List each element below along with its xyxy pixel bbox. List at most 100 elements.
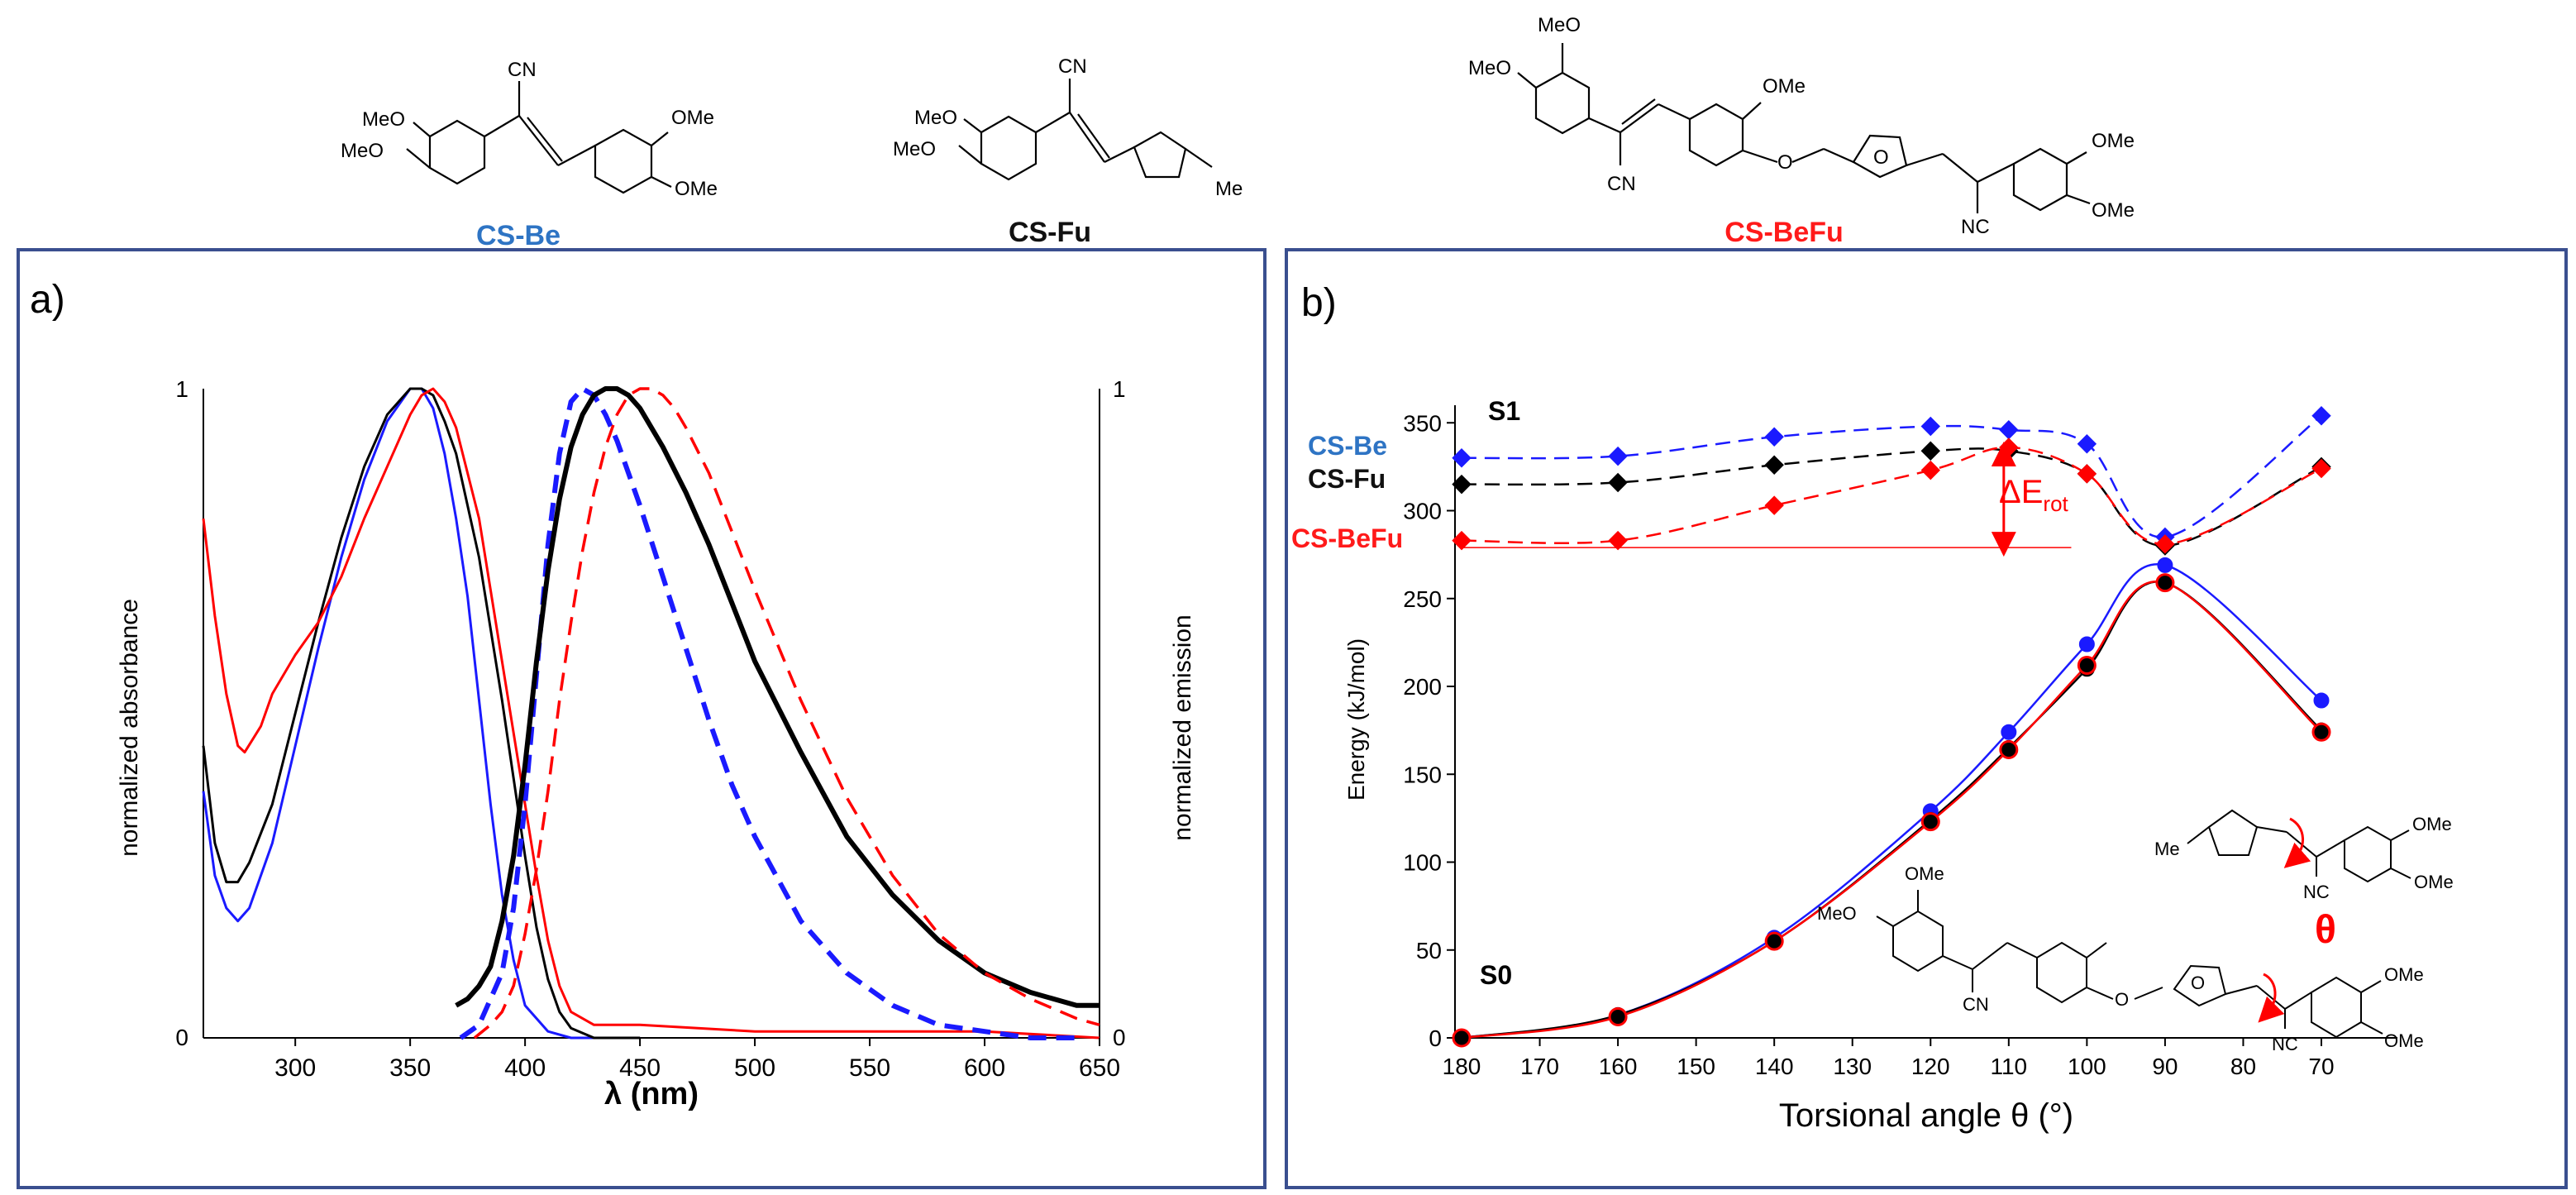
state-s0-label: S0 (1480, 960, 1512, 990)
panel-b-ytick-label: 300 (1403, 499, 1442, 524)
marker-cs-be-s0 (2078, 636, 2095, 652)
svg-text:CN: CN (1963, 994, 1989, 1015)
svg-text:O: O (1777, 151, 1793, 174)
panel-b-xtick-label: 80 (2230, 1054, 2256, 1079)
structure-cs-fu-labels: MeO MeO CN Me (893, 55, 1243, 200)
series-cs-fu-absorbance (202, 387, 641, 1040)
marker-cs-befu-s1 (1608, 530, 1628, 551)
svg-text:OMe: OMe (2384, 964, 2424, 985)
rotation-arrow-icon-2 (2258, 973, 2285, 1023)
panel-b-ytick-label: 0 (1429, 1025, 1442, 1051)
marker-cs-befu-s1 (1452, 530, 1472, 551)
panel-a-xlabel: λ (nm) (604, 1077, 699, 1111)
marker-cs-be-s0 (2313, 692, 2330, 709)
marker-cs-befu-s0 (1452, 1028, 1472, 1048)
panel-a-ylabel-right: normalized emission (1169, 614, 1196, 840)
marker-cs-befu-s1 (2077, 464, 2097, 484)
series-cs-befu-absorbance (202, 387, 1100, 1040)
svg-text:Me: Me (2154, 839, 2180, 859)
line-cs-fu-s0 (1461, 581, 2322, 1040)
panel-b-xtick-label: 150 (1677, 1054, 1715, 1079)
panel-a-xtick-label: 550 (849, 1054, 890, 1082)
legend-cs-befu: CS-BeFu (1291, 523, 1403, 553)
structure-cs-befu (1517, 43, 2091, 213)
panel-a-ylabel-left: normalized absorbance (116, 599, 143, 857)
marker-cs-befu-s0 (2077, 656, 2097, 675)
structure-cs-be-labels: MeO MeO CN OMe OMe (341, 59, 718, 200)
label-cs-fu: CS-Fu (1009, 217, 1091, 248)
rotation-arrow-icon (2283, 817, 2311, 868)
series-cs-befu-emission (473, 387, 1100, 1040)
marker-cs-befu-s0 (2155, 573, 2175, 593)
marker-cs-be-s1 (1608, 446, 1628, 466)
panel-b-ytick-label: 150 (1403, 762, 1442, 787)
line-cs-fu-s1 (1461, 447, 2322, 547)
structure-cs-befu-labels: MeO MeO OMe CN O O NC OMe OMe (1468, 14, 2135, 238)
inset-cs-fu-labels: Me NC OMe OMe (2154, 814, 2454, 902)
svg-text:CN: CN (1058, 55, 1087, 78)
panel-b-xtick-label: 100 (2068, 1054, 2106, 1079)
panel-a-chart: 300 350 400 450 500 550 600 650 0 1 0 1 λ (nm) … (116, 376, 1196, 1111)
panel-b-ytick-label: 250 (1403, 586, 1442, 612)
marker-cs-befu-s1 (2155, 534, 2175, 554)
svg-text:O: O (1873, 146, 1889, 169)
structure-cs-fu (958, 79, 1213, 181)
panel-b-xtick-label: 70 (2308, 1054, 2334, 1079)
svg-text:MeO: MeO (341, 140, 384, 162)
inset-cs-befu-labels: MeO OMe CN O O NC OMe OMe (1817, 863, 2424, 1054)
panel-a-xtick-label: 500 (734, 1054, 775, 1082)
series-cs-fu-emission (455, 386, 1100, 1008)
svg-text:OMe: OMe (675, 178, 718, 200)
panel-b-ytick-label: 350 (1403, 410, 1442, 436)
svg-text:MeO: MeO (362, 108, 405, 131)
panel-b-frame (1285, 248, 2568, 1189)
panel-a-xtick-label: 600 (964, 1054, 1005, 1082)
panel-b-xtick-label: 160 (1599, 1054, 1638, 1079)
svg-text:OMe: OMe (1763, 75, 1806, 98)
panel-b-ytick-label: 100 (1403, 850, 1442, 876)
marker-cs-befu-s1 (2311, 458, 2331, 479)
marker-cs-be-s1 (1452, 448, 1472, 468)
marker-cs-be-s0 (2157, 557, 2173, 573)
delta-e-label: ΔErot (1999, 474, 2069, 516)
marker-cs-be-s1 (1920, 416, 1940, 437)
panel-a-xtick-label: 300 (274, 1054, 316, 1082)
panel-a-xtick-label: 400 (504, 1054, 546, 1082)
legend-cs-be: CS-Be (1308, 431, 1387, 461)
panel-b-label: b) (1301, 281, 1337, 325)
svg-text:CN: CN (1607, 173, 1636, 195)
svg-text:OMe: OMe (2412, 814, 2452, 834)
marker-cs-fu-s1 (1608, 472, 1628, 493)
marker-cs-fu-s1 (1764, 455, 1784, 475)
svg-text:MeO: MeO (914, 107, 957, 129)
marker-cs-befu-s0 (1608, 1007, 1628, 1026)
panel-b-xtick-label: 120 (1911, 1054, 1950, 1079)
svg-text:OMe: OMe (2384, 1030, 2424, 1051)
line-cs-befu-s1 (1461, 446, 2322, 546)
marker-cs-be-s1 (2077, 434, 2097, 454)
svg-text:OMe: OMe (2092, 199, 2135, 222)
marker-cs-be-s1 (1999, 420, 2019, 440)
line-cs-be-s1 (1461, 414, 2322, 538)
panel-b-xtick-label: 140 (1755, 1054, 1794, 1079)
svg-text:MeO: MeO (1468, 57, 1511, 79)
panel-a-xtick-label: 450 (619, 1054, 661, 1082)
marker-cs-fu-s1 (1452, 474, 1472, 495)
svg-text:O: O (2191, 973, 2205, 993)
svg-text:Me: Me (1215, 178, 1243, 200)
panel-b-ytick-label: 200 (1403, 674, 1442, 700)
line-cs-befu-s0 (1461, 580, 2322, 1040)
marker-cs-be-s1 (2311, 406, 2331, 426)
state-s1-label: S1 (1488, 396, 1520, 426)
theta-label: θ (2315, 908, 2336, 952)
panel-b-ylabel: Energy (kJ/mol) (1343, 638, 1369, 801)
marker-cs-befu-s0 (1764, 931, 1784, 951)
panel-b-xtick-label: 110 (1990, 1054, 2027, 1079)
legend-cs-fu: CS-Fu (1308, 464, 1386, 494)
svg-text:MeO: MeO (1538, 14, 1581, 36)
panel-a-xtick-label: 350 (389, 1054, 431, 1082)
marker-cs-fu-s1 (1920, 441, 1940, 461)
svg-text:MeO: MeO (1817, 903, 1857, 924)
panel-a-ytick-right-1: 1 (1113, 376, 1126, 402)
